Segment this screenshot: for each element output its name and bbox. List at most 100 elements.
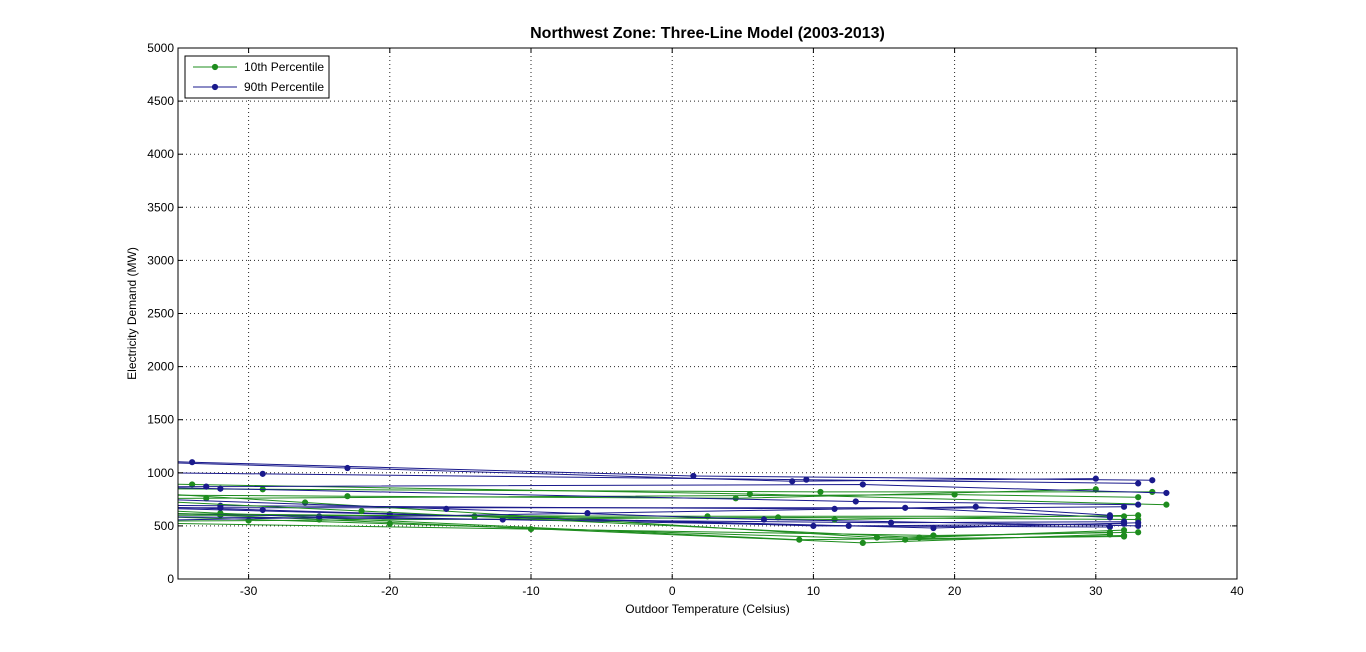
chart-title: Northwest Zone: Three-Line Model (2003-2… <box>530 25 885 42</box>
data-point <box>1106 512 1114 519</box>
data-point <box>789 478 796 485</box>
ticks: -30 -20 -10 0 10 20 30 40 0 500 1000 1500 2000 2500 30… <box>147 41 1244 598</box>
data-point <box>527 525 535 533</box>
x-tick-label: 30 <box>1089 584 1103 598</box>
grid <box>178 48 1237 579</box>
legend-label: 10th Percentile <box>244 60 324 74</box>
series-line <box>178 499 1139 527</box>
legend: 10th Percentile 90th Percentile <box>184 55 330 99</box>
series-10 <box>178 485 1142 508</box>
y-tick-label: 1000 <box>147 466 174 480</box>
series-line <box>178 516 1125 524</box>
data-point <box>1135 529 1142 536</box>
x-tick-label: -30 <box>240 584 258 598</box>
series-line <box>178 513 1139 521</box>
y-tick-label: 3000 <box>147 253 174 267</box>
x-tick-label: 10 <box>807 584 821 598</box>
data-point <box>859 481 866 488</box>
y-tick-label: 1500 <box>147 413 174 427</box>
series-line <box>178 483 1167 506</box>
data-point <box>1163 501 1170 508</box>
data-point <box>1149 488 1156 496</box>
series-line <box>178 462 1096 482</box>
data-point <box>930 524 937 532</box>
data-point <box>1149 477 1156 484</box>
series-line <box>178 488 1096 499</box>
y-tick-label: 0 <box>167 572 174 586</box>
x-tick-label: 40 <box>1230 584 1244 598</box>
series-line <box>178 513 1110 544</box>
series-25 <box>178 501 1128 541</box>
data-point <box>817 488 824 496</box>
y-tick-label: 5000 <box>147 41 174 55</box>
data-point <box>831 516 838 523</box>
data-point <box>760 516 768 523</box>
data-point <box>1163 489 1170 497</box>
x-axis-title: Outdoor Temperature (Celsius) <box>625 602 790 616</box>
data-point <box>1135 480 1142 487</box>
data-point <box>859 539 866 546</box>
data-point <box>217 485 224 492</box>
data-point <box>344 493 351 500</box>
y-tick-label: 2000 <box>147 360 174 374</box>
legend-box <box>184 55 330 99</box>
data-point <box>1135 501 1142 508</box>
y-tick-label: 4500 <box>147 94 174 108</box>
data-point <box>259 470 266 477</box>
series-line <box>178 513 1125 527</box>
y-tick-label: 2500 <box>147 307 174 321</box>
series-line <box>178 516 1125 541</box>
data-point <box>1120 518 1128 525</box>
data-point <box>852 498 859 505</box>
data-point <box>810 522 817 530</box>
data-point <box>972 503 979 510</box>
data-point <box>203 483 210 490</box>
data-point <box>344 464 351 472</box>
data-point <box>1120 527 1128 534</box>
legend-swatch-marker <box>211 83 219 91</box>
x-tick-label: 0 <box>669 584 676 598</box>
x-tick-label: -10 <box>522 584 540 598</box>
series-1 <box>178 481 1170 508</box>
series-layer <box>178 459 1170 546</box>
series-line <box>178 487 1139 506</box>
data-point <box>1120 532 1128 539</box>
data-point <box>873 534 881 541</box>
x-tick-label: -20 <box>381 584 399 598</box>
series-line <box>178 501 1125 539</box>
data-point <box>1120 513 1128 520</box>
x-tick-label: 20 <box>948 584 962 598</box>
legend-label: 90th Percentile <box>244 80 324 94</box>
legend-swatch-marker <box>211 63 219 71</box>
data-point <box>1120 503 1128 510</box>
data-point <box>887 519 895 526</box>
data-point <box>386 520 393 527</box>
series-line <box>178 483 1167 494</box>
data-point <box>916 534 923 541</box>
series-6 <box>178 462 1099 485</box>
y-tick-label: 500 <box>154 519 174 533</box>
series-26 <box>178 503 1114 521</box>
series-line <box>178 472 1139 484</box>
data-point <box>443 505 450 513</box>
series-8 <box>178 481 1170 497</box>
data-point <box>1135 512 1142 519</box>
y-tick-label: 3500 <box>147 200 174 214</box>
data-point <box>1135 522 1142 530</box>
data-point <box>189 459 196 466</box>
data-point <box>902 536 909 543</box>
data-point <box>358 507 365 515</box>
data-point <box>584 510 591 517</box>
series-24 <box>178 499 1142 530</box>
data-point <box>259 506 266 514</box>
series-line <box>178 516 1139 522</box>
series-line <box>178 510 1125 541</box>
y-axis-title: Electricity Demand (MW) <box>125 247 139 380</box>
data-point <box>1092 475 1099 482</box>
series-line <box>178 461 1153 481</box>
y-tick-label: 4000 <box>147 147 174 161</box>
data-point <box>732 495 739 502</box>
series-7 <box>178 486 1099 502</box>
